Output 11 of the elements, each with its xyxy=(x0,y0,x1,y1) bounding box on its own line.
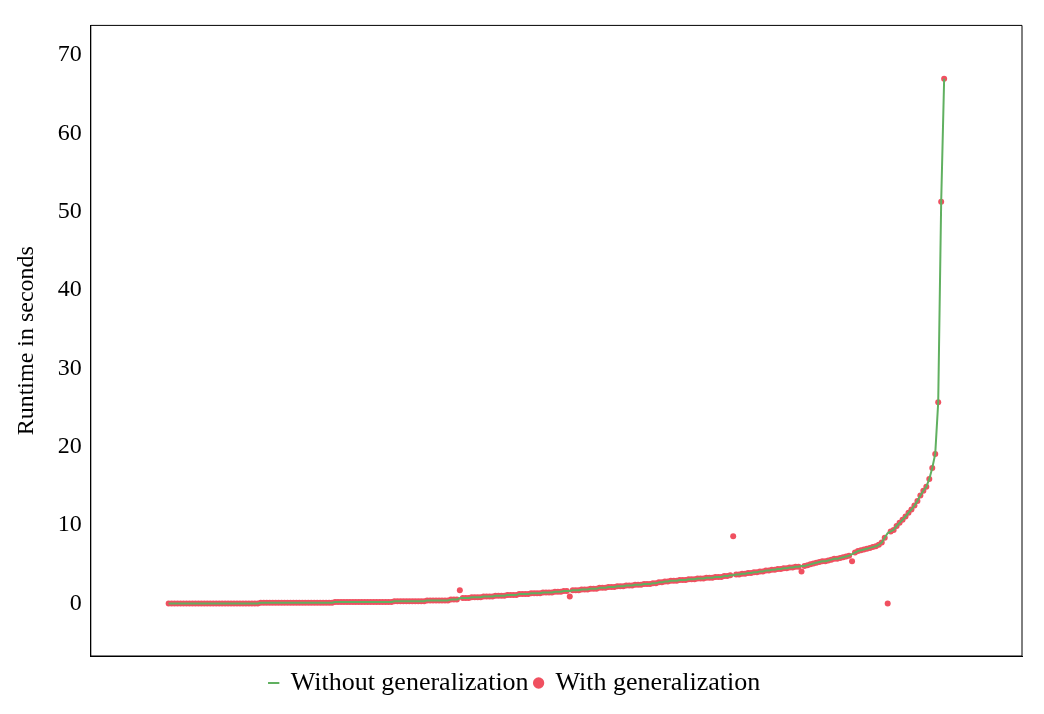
y-axis-title: Runtime in seconds xyxy=(11,246,38,436)
y-tick-label: 20 xyxy=(57,432,82,459)
y-tick-label: 50 xyxy=(57,197,82,224)
y-tick-label: 60 xyxy=(57,118,82,145)
legend-label: With generalization xyxy=(555,666,761,696)
y-tick-label: 40 xyxy=(57,275,82,302)
legend-label: Without generalization xyxy=(290,666,529,696)
y-tick-label: 10 xyxy=(57,510,82,537)
y-tick-label: 30 xyxy=(57,353,82,380)
y-tick-label: 0 xyxy=(69,588,82,615)
y-tick-label: 70 xyxy=(57,40,82,67)
